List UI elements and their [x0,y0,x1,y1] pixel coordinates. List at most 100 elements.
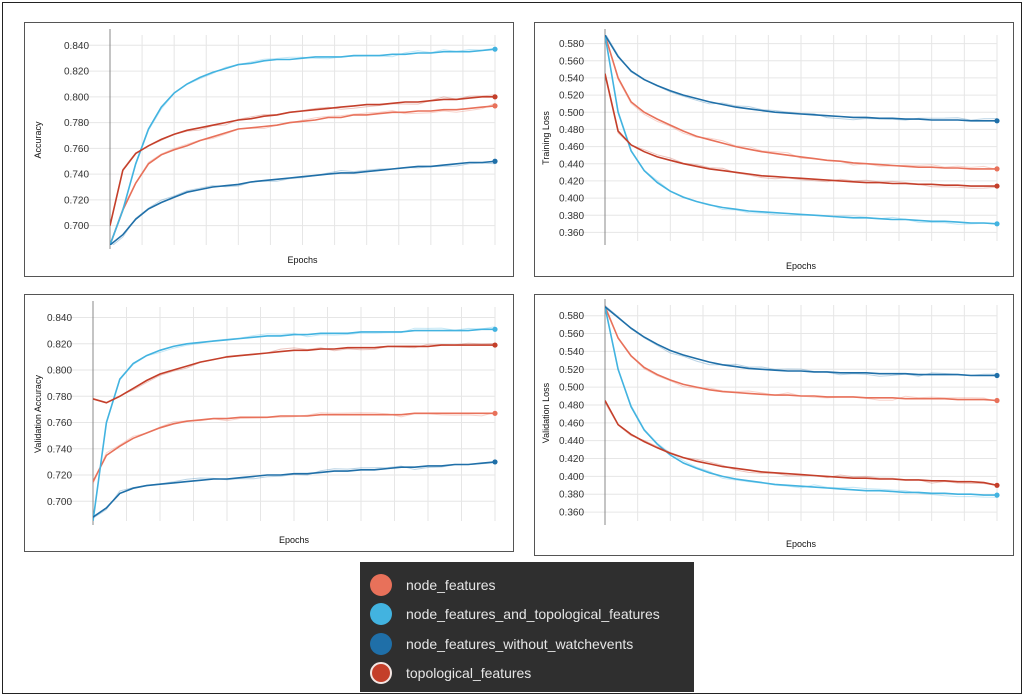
y-tick-label: 0.740 [64,170,89,181]
validation-loss-chart-svg: 0.360 0.380 0.400 0.420 0.440 0.460 0.480 0.500… [541,299,1000,549]
series-raw-line [605,305,997,377]
series-line [605,35,998,225]
y-tick-label: 0.580 [559,311,584,322]
series-raw-line [110,102,496,245]
legend-swatch [370,603,392,626]
series-end-point [492,342,498,348]
series-line [605,35,997,122]
y-tick-label: 0.820 [47,339,72,350]
series-line [605,400,998,487]
series-end-point [994,166,1000,172]
series-line [605,35,997,170]
x-axis-label: Epochs [279,535,310,545]
legend-label: node_features [406,576,496,593]
y-tick-label: 0.520 [559,91,584,102]
series-end-point [994,372,1000,379]
y-tick-label: 0.740 [47,444,72,455]
legend-item: node_features [370,570,694,600]
legend-item: node_features_without_watchevents [370,629,694,659]
y-axis-label: Validation Accuracy [33,375,43,453]
y-tick-label: 0.380 [559,490,584,501]
series-raw-line [93,342,496,403]
y-tick-label: 0.700 [64,221,89,232]
y-tick-label: 0.440 [559,159,584,170]
legend-item: topological_features [370,659,694,689]
series-line [605,306,997,496]
series-line [605,306,998,402]
accuracy-chart-svg: 0.700 0.720 0.740 0.760 0.780 0.800 0.820 0.840… [33,29,498,265]
series-end-point [492,326,498,332]
series-raw-line [605,75,998,189]
series-line [93,461,496,518]
legend-label: node_features_without_watchevents [406,635,634,652]
series-line [110,105,496,245]
y-tick-label: 0.420 [559,454,584,465]
y-tick-label: 0.580 [559,39,584,50]
series-line [110,96,495,226]
y-tick-label: 0.780 [47,392,72,403]
series-line [93,412,495,482]
series-end-point [994,397,1000,404]
y-tick-label: 0.520 [559,365,584,376]
y-tick-label: 0.400 [559,472,584,483]
y-tick-label: 0.460 [559,418,584,429]
y-tick-label: 0.420 [559,176,584,187]
series-end-point [492,46,498,52]
legend-item: node_features_and_topological_features [370,600,694,630]
y-tick-label: 0.500 [559,383,584,394]
y-tick-label: 0.460 [559,142,584,153]
series-end-point [994,183,1000,189]
series-raw-line [605,35,998,170]
y-tick-label: 0.400 [559,194,584,205]
y-tick-label: 0.540 [559,347,584,358]
y-tick-label: 0.800 [64,92,89,103]
legend-swatch [370,662,392,685]
series-end-point [492,94,498,100]
y-tick-label: 0.780 [64,118,89,129]
series-line [93,344,495,404]
y-tick-label: 0.720 [47,471,72,482]
y-tick-label: 0.560 [559,329,584,340]
y-tick-label: 0.840 [64,41,89,52]
series-line [110,48,496,245]
legend-label: topological_features [406,665,532,682]
y-tick-label: 0.760 [47,418,72,429]
y-tick-label: 0.440 [559,436,584,447]
y-tick-label: 0.840 [47,313,72,324]
y-tick-label: 0.720 [64,195,89,206]
validation-loss-chart: 0.360 0.380 0.400 0.420 0.440 0.460 0.480 0.500… [534,294,1014,556]
y-tick-label: 0.800 [47,366,72,377]
series-end-point [492,459,498,465]
y-tick-label: 0.480 [559,125,584,136]
y-tick-label: 0.360 [559,228,584,239]
y-tick-label: 0.560 [559,56,584,67]
y-axis-label: Training Loss [541,111,551,165]
training-loss-chart-svg: 0.360 0.380 0.400 0.420 0.440 0.460 0.480 0.500… [541,29,1000,271]
series-line [93,328,495,521]
series-end-point [492,158,498,164]
series-raw-line [93,326,496,520]
y-tick-label: 0.540 [559,73,584,84]
series-end-point [492,410,498,416]
y-axis-label: Validation Loss [541,382,551,443]
y-tick-label: 0.820 [64,67,89,78]
x-axis-label: Epochs [786,539,817,549]
series-end-point [492,103,498,109]
series-end-point [994,118,1000,124]
y-tick-label: 0.480 [559,400,584,411]
y-tick-label: 0.380 [559,211,584,222]
legend: node_features node_features_and_topologi… [360,562,694,692]
legend-label: node_features_and_topological_features [406,606,660,623]
series-line [605,306,997,377]
training-loss-chart: 0.360 0.380 0.400 0.420 0.440 0.460 0.480 0.500… [534,22,1014,277]
y-tick-label: 0.500 [559,108,584,119]
y-tick-label: 0.700 [47,497,72,508]
validation-accuracy-chart-svg: 0.700 0.720 0.740 0.760 0.780 0.800 0.820 0.840… [33,301,498,545]
y-axis-label: Accuracy [33,121,43,159]
series-end-point [994,492,1000,498]
legend-swatch [370,632,392,655]
series-line [110,160,496,245]
legend-swatch [370,573,392,596]
series-line [605,73,997,187]
